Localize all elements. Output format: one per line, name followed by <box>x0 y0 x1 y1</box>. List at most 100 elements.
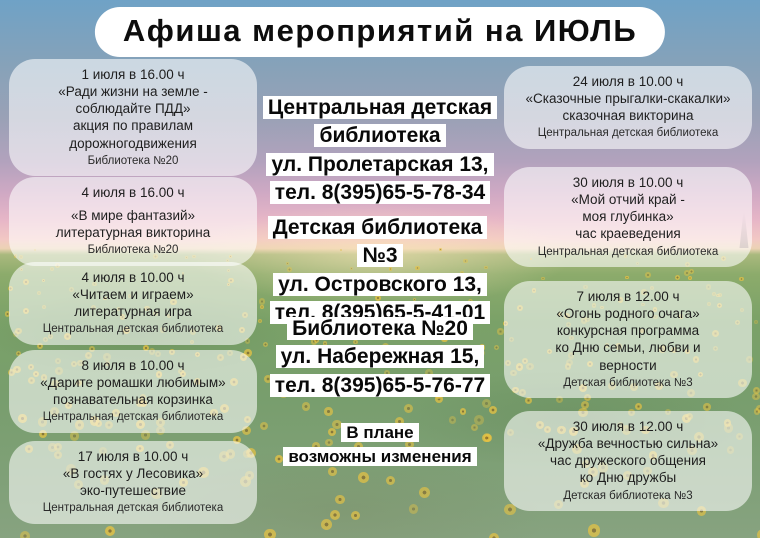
event-card: 4 июля в 16.00 ч «В мире фантазий» литер… <box>9 177 257 267</box>
note-text: В плане возможны изменения <box>283 423 477 466</box>
sunflower-dot <box>463 259 468 264</box>
sunflower-dot <box>140 430 150 440</box>
contact-block: Библиотека №20 ул. Набережная 15, тел. 8… <box>252 315 508 400</box>
sunflower-dot <box>335 495 345 505</box>
sunflower-dot <box>625 275 629 280</box>
sunflower-dot <box>142 344 150 352</box>
contact-library-name: Детская библиотека №3 <box>267 216 488 268</box>
sunflower-dot <box>385 475 396 486</box>
sunflower-dot <box>484 265 488 270</box>
sunflower-dot <box>38 429 48 439</box>
contact-address: ул. Пролетарская 13, <box>266 152 494 176</box>
sunflower-dot <box>459 408 467 415</box>
sunflower-dot <box>541 276 545 281</box>
sunflower-dot <box>580 401 589 410</box>
event-title: «Дружба вечностью сильна» <box>537 436 719 452</box>
event-card: 7 июля в 12.00 ч «Огонь родного очага» к… <box>504 281 752 399</box>
sunflower-dot <box>403 404 413 414</box>
sunflower-dot <box>481 398 491 408</box>
contact-block: Детская библиотека №3 ул. Островского 13… <box>252 214 508 327</box>
sunflower-dot <box>635 402 643 411</box>
sunflower-dot <box>489 405 498 414</box>
sunflower-dot <box>244 338 251 344</box>
event-title: «В гостях у Лесовика» <box>62 466 204 482</box>
sunflower-dot <box>425 369 434 377</box>
event-title: «Читаем и играем» <box>72 287 194 303</box>
sunflower-dot <box>349 266 354 271</box>
sunflower-dot <box>324 407 333 416</box>
sunflower-dot <box>757 528 760 538</box>
sunflower-dot <box>524 396 533 405</box>
sunflower-dot <box>275 454 284 463</box>
event-library: Библиотека №20 <box>87 244 179 257</box>
sunflower-dot <box>353 339 359 345</box>
event-library: Центральная детская библиотека <box>537 127 719 140</box>
event-card: 4 июля в 10.00 ч «Читаем и играем» литер… <box>9 262 257 346</box>
event-title: «В мире фантазий» <box>70 208 196 224</box>
schedule-change-note: В плане возможны изменения <box>252 421 508 469</box>
sunflower-dot <box>328 467 337 476</box>
sunflower-dot <box>339 249 342 252</box>
sunflower-dot <box>448 416 457 424</box>
event-title: «Сказочные прыгалки-скакалки» <box>525 91 731 107</box>
event-card: 30 июля в 10.00 ч «Мой отчий край - моя … <box>504 167 752 268</box>
event-library: Детская библиотека №3 <box>563 376 693 389</box>
event-title: «Мой отчий край - моя глубинка» <box>571 192 685 225</box>
event-description: акция по правилам дорожногодвижения <box>69 118 197 151</box>
event-card: 24 июля в 10.00 ч «Сказочные прыгалки-ск… <box>504 66 752 150</box>
sunflower-dot <box>105 525 116 536</box>
sunflower-dot <box>395 416 405 426</box>
sunflower-dot <box>4 311 11 317</box>
event-description: час краеведения <box>575 226 681 242</box>
sunflower-dot <box>504 503 516 516</box>
event-library: Центральная детская библиотека <box>537 245 719 258</box>
sunflower-dot <box>555 396 563 404</box>
event-library: Центральная детская библиотека <box>42 502 224 515</box>
contact-block: Центральная детская библиотека ул. Проле… <box>252 94 508 207</box>
sunflower-dot <box>471 423 479 431</box>
sunflower-dot <box>412 297 417 301</box>
event-datetime: 7 июля в 12.00 ч <box>576 289 680 304</box>
contact-address: ул. Островского 13, <box>273 272 487 296</box>
sunflower-dot <box>753 407 760 415</box>
title-pill: Афиша мероприятий на ИЮЛЬ <box>94 7 666 57</box>
sunflower-dot <box>242 426 251 436</box>
sunflower-dot <box>493 345 499 350</box>
sunflower-dot <box>322 341 328 346</box>
event-library: Библиотека №20 <box>87 154 179 167</box>
page-title: Афиша мероприятий на ИЮЛЬ <box>122 13 638 48</box>
sunflower-dot <box>16 351 22 357</box>
contact-library-name: Библиотека №20 <box>287 317 473 340</box>
event-datetime: 8 июля в 10.00 ч <box>81 358 185 373</box>
sunflower-dot <box>260 305 264 309</box>
sunflower-dot <box>233 436 241 445</box>
sunflower-dot <box>684 270 690 276</box>
event-description: час дружеского общения ко Дню дружбы <box>550 453 706 486</box>
sunflower-dot <box>588 524 601 537</box>
sunflower-dot <box>474 415 484 425</box>
sunflower-dot <box>753 320 759 325</box>
sunflower-dot <box>404 439 415 449</box>
sunflower-dot <box>325 438 333 446</box>
contact-phone: тел. 8(395)65-5-78-34 <box>269 181 491 205</box>
sunflower-dot <box>415 265 420 271</box>
sunflower-dot <box>327 427 337 436</box>
event-title: «Огонь родного очага» <box>556 306 700 322</box>
contact-library-name: Центральная детская библиотека <box>262 96 498 148</box>
sunflower-dot <box>435 395 444 403</box>
event-description: конкурсная программа ко Дню семьи, любви… <box>555 323 701 373</box>
sunflower-dot <box>36 342 44 350</box>
sunflower-dot <box>301 402 311 411</box>
sunflower-dot <box>752 386 760 395</box>
event-datetime: 30 июля в 12.00 ч <box>572 419 684 434</box>
sunflower-dot <box>264 529 276 538</box>
event-description: литературная игра <box>74 304 192 320</box>
sunflower-dot <box>739 277 744 282</box>
sunflower-dot <box>329 509 340 520</box>
event-datetime: 4 июля в 10.00 ч <box>81 270 185 285</box>
event-title: «Ради жизни на земле - соблюдайте ПДД» <box>58 84 208 117</box>
sunflower-dot <box>388 267 393 271</box>
sunflower-dot <box>89 345 96 352</box>
event-datetime: 4 июля в 16.00 ч <box>81 185 185 200</box>
